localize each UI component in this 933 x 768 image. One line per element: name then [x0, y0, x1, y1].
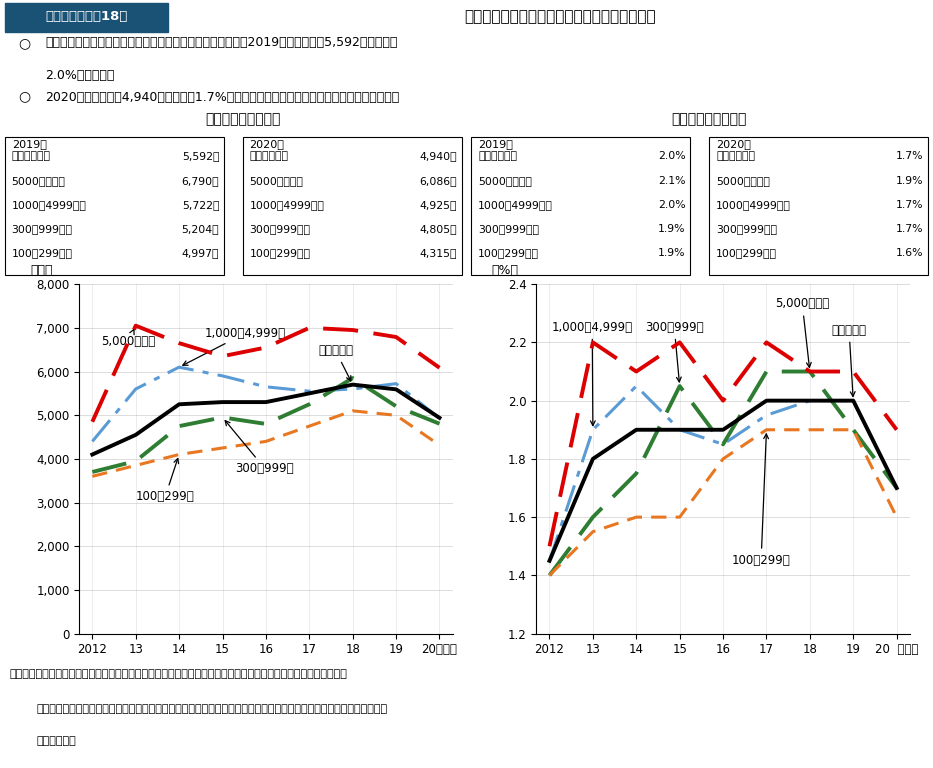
FancyBboxPatch shape — [5, 137, 224, 275]
Text: （円）: （円） — [31, 264, 53, 277]
Text: 一人当たり平均賃金の改定額（予定を含む。）については、2019年は、改定額5,592円、改定率: 一人当たり平均賃金の改定額（予定を含む。）については、2019年は、改定額5,5… — [46, 36, 397, 49]
Text: 6,790円: 6,790円 — [182, 176, 219, 186]
Text: 企業規模計: 企業規模計 — [831, 323, 867, 396]
Text: 企業規模計：: 企業規模計： — [479, 151, 517, 161]
Text: 2019年: 2019年 — [479, 139, 513, 149]
Text: 1000～4999人：: 1000～4999人： — [11, 200, 87, 210]
Text: 企業規模計：: 企業規模計： — [11, 151, 50, 161]
Text: 1.7%: 1.7% — [897, 200, 924, 210]
Text: 1.6%: 1.6% — [897, 248, 924, 258]
Text: 企業規模計：: 企業規模計： — [250, 151, 288, 161]
Text: 5,722円: 5,722円 — [182, 200, 219, 210]
Text: 300～999人: 300～999人 — [645, 321, 703, 382]
Text: 1000～4999人：: 1000～4999人： — [250, 200, 325, 210]
Text: 4,315円: 4,315円 — [420, 248, 457, 258]
FancyBboxPatch shape — [709, 137, 928, 275]
FancyBboxPatch shape — [5, 3, 168, 31]
Text: 4,805円: 4,805円 — [420, 224, 457, 234]
Text: ○: ○ — [19, 36, 31, 50]
Text: （１）賃金の改定額: （１）賃金の改定額 — [205, 112, 280, 126]
Text: 100～299人：: 100～299人： — [717, 248, 777, 258]
Text: 5000人以上：: 5000人以上： — [717, 176, 770, 186]
Text: 300～999人: 300～999人 — [225, 421, 294, 475]
Text: 1.7%: 1.7% — [897, 224, 924, 234]
Text: 5000人以上：: 5000人以上： — [11, 176, 65, 186]
Text: 300～999人：: 300～999人： — [479, 224, 539, 234]
Text: 1000～4999人：: 1000～4999人： — [717, 200, 791, 210]
FancyBboxPatch shape — [243, 137, 462, 275]
Text: 5,000人以上: 5,000人以上 — [775, 297, 829, 367]
Text: 5000人以上：: 5000人以上： — [479, 176, 532, 186]
Text: 4,997円: 4,997円 — [182, 248, 219, 258]
Text: 1000～4999人：: 1000～4999人： — [479, 200, 553, 210]
Text: （２）賃金の改定率: （２）賃金の改定率 — [672, 112, 746, 126]
Text: 2.0%となった。: 2.0%となった。 — [46, 68, 115, 81]
Text: た。: た。 — [36, 737, 77, 746]
Text: 300～999人：: 300～999人： — [11, 224, 73, 234]
Text: 資料出所　厚生労働省「賃金引上げ等の実態に関する調査」をもとに厚生労働省政策統括官付政策統括室にて作成: 資料出所 厚生労働省「賃金引上げ等の実態に関する調査」をもとに厚生労働省政策統括… — [9, 669, 347, 680]
Text: 2.0%: 2.0% — [658, 200, 686, 210]
Text: 1,000～4,999人: 1,000～4,999人 — [551, 321, 633, 425]
Text: 2020年は、改定額4,940円、改定率1.7%となり、改定額は、改定率ともに前年を下回った。: 2020年は、改定額4,940円、改定率1.7%となり、改定額は、改定率ともに前… — [46, 91, 399, 104]
Text: 2.1%: 2.1% — [659, 176, 686, 186]
Text: 2019年: 2019年 — [11, 139, 47, 149]
Text: 100～299人：: 100～299人： — [11, 248, 73, 258]
Text: ○: ○ — [19, 90, 31, 104]
Text: 5,204円: 5,204円 — [182, 224, 219, 234]
Text: 一人当たり平均賃金の改定額及び改定率の推移: 一人当たり平均賃金の改定額及び改定率の推移 — [464, 9, 656, 24]
Text: 企業規模計: 企業規模計 — [318, 344, 353, 381]
Text: 5,592円: 5,592円 — [182, 151, 219, 161]
Text: 4,925円: 4,925円 — [420, 200, 457, 210]
Text: 300～999人：: 300～999人： — [250, 224, 311, 234]
FancyBboxPatch shape — [471, 137, 690, 275]
Text: 1.7%: 1.7% — [897, 151, 924, 161]
Text: 2020年: 2020年 — [250, 139, 285, 149]
Text: 5000人以上：: 5000人以上： — [250, 176, 303, 186]
Text: 1,000～4,999人: 1,000～4,999人 — [183, 326, 286, 366]
Text: 100～299人: 100～299人 — [731, 434, 790, 567]
Text: 2.0%: 2.0% — [658, 151, 686, 161]
Text: 300～999人：: 300～999人： — [717, 224, 777, 234]
Text: 2020年: 2020年 — [717, 139, 751, 149]
Text: （注）　賃金の改定を実施し又は予定していて額も決定している企業及び賃金の改定を実施しない企業を対象に集計し: （注） 賃金の改定を実施し又は予定していて額も決定している企業及び賃金の改定を実… — [36, 704, 388, 714]
Text: 100～299人：: 100～299人： — [250, 248, 311, 258]
Text: 1.9%: 1.9% — [659, 224, 686, 234]
Text: 第１－（３）－18図: 第１－（３）－18図 — [46, 10, 128, 23]
Text: 4,940円: 4,940円 — [420, 151, 457, 161]
Text: 6,086円: 6,086円 — [420, 176, 457, 186]
Text: 100～299人：: 100～299人： — [479, 248, 539, 258]
Text: 1.9%: 1.9% — [659, 248, 686, 258]
Text: 企業規模計：: 企業規模計： — [717, 151, 755, 161]
Text: 5,000人以上: 5,000人以上 — [101, 329, 155, 349]
Text: 100～299人: 100～299人 — [135, 458, 194, 503]
Text: （%）: （%） — [492, 264, 519, 277]
Text: 1.9%: 1.9% — [897, 176, 924, 186]
